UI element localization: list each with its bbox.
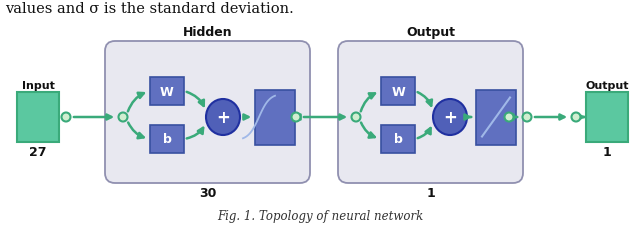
Circle shape <box>61 113 70 122</box>
FancyBboxPatch shape <box>338 42 523 183</box>
Text: Output: Output <box>406 26 455 39</box>
FancyArrowPatch shape <box>418 128 431 138</box>
FancyArrowPatch shape <box>187 92 204 106</box>
Text: 27: 27 <box>29 145 47 158</box>
Text: Fig. 1. Topology of neural network: Fig. 1. Topology of neural network <box>217 209 423 222</box>
Bar <box>586 93 628 142</box>
Text: b: b <box>394 133 403 146</box>
Circle shape <box>572 113 580 122</box>
Text: +: + <box>443 109 457 126</box>
Text: 1: 1 <box>603 145 611 158</box>
Bar <box>381 78 415 106</box>
FancyArrowPatch shape <box>361 123 375 138</box>
Ellipse shape <box>206 100 240 135</box>
FancyArrowPatch shape <box>187 128 203 139</box>
Bar <box>381 126 415 153</box>
Text: W: W <box>391 85 405 98</box>
Text: 1: 1 <box>426 186 435 199</box>
Text: Input: Input <box>22 81 54 91</box>
Circle shape <box>291 113 301 122</box>
Text: b: b <box>163 133 172 146</box>
Text: Hidden: Hidden <box>182 26 232 39</box>
Text: +: + <box>216 109 230 126</box>
Ellipse shape <box>433 100 467 135</box>
Bar <box>476 90 516 145</box>
FancyBboxPatch shape <box>105 42 310 183</box>
Bar <box>255 90 295 145</box>
Circle shape <box>351 113 360 122</box>
Text: W: W <box>160 85 174 98</box>
Text: Output: Output <box>585 81 628 91</box>
Bar <box>150 78 184 106</box>
FancyArrowPatch shape <box>128 123 143 139</box>
FancyArrowPatch shape <box>128 93 144 112</box>
Circle shape <box>522 113 531 122</box>
Circle shape <box>118 113 127 122</box>
Bar <box>17 93 59 142</box>
FancyArrowPatch shape <box>361 94 375 112</box>
Text: values and σ is the standard deviation.: values and σ is the standard deviation. <box>5 2 294 16</box>
Text: 30: 30 <box>199 186 216 199</box>
Bar <box>150 126 184 153</box>
FancyArrowPatch shape <box>417 93 432 106</box>
Circle shape <box>504 113 513 122</box>
